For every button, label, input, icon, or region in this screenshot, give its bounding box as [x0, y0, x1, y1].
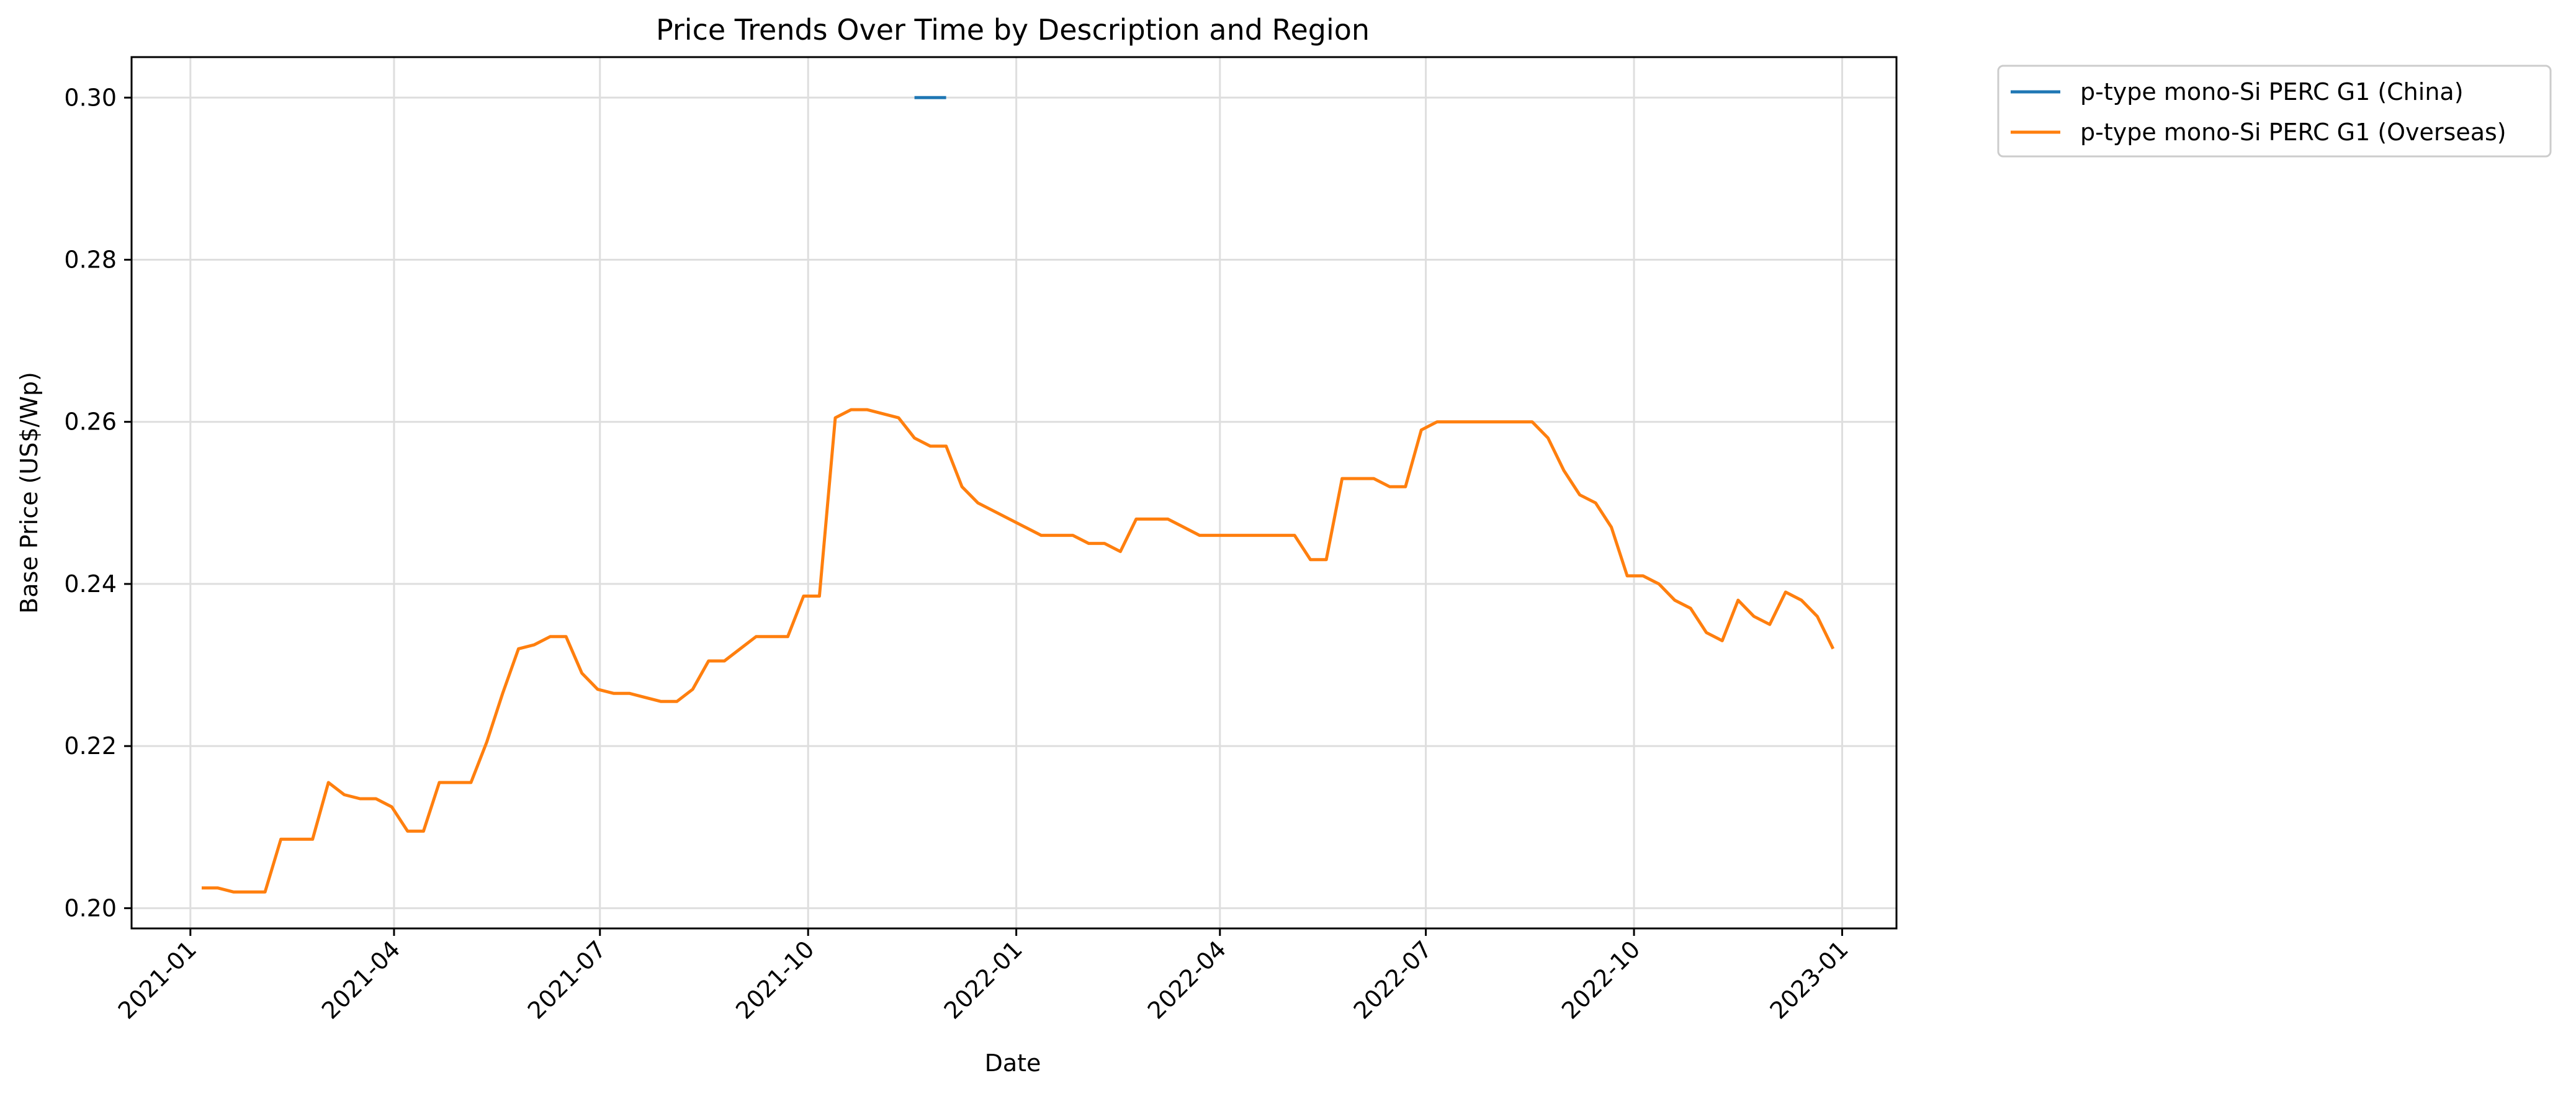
chart-legend: p-type mono-Si PERC G1 (China) p-type mo… [1997, 65, 2552, 158]
x-axis-label: Date [985, 1049, 1041, 1077]
series-lines [202, 96, 1835, 894]
y-tick-label: 0.28 [64, 246, 117, 274]
y-tick-label: 0.26 [64, 408, 117, 436]
legend-label-china: p-type mono-Si PERC G1 (China) [2080, 78, 2464, 106]
plot-area-frame [130, 56, 1898, 930]
y-tick-label: 0.24 [64, 570, 117, 598]
grid-lines [132, 57, 1896, 928]
y-tick-label: 0.30 [64, 84, 117, 111]
y-tick-label: 0.20 [64, 894, 117, 922]
legend-frame [1997, 65, 2552, 158]
y-axis-label: Base Price (US$/Wp) [16, 372, 43, 614]
legend-label-overseas: p-type mono-Si PERC G1 (Overseas) [2080, 119, 2506, 146]
y-tick-label: 0.22 [64, 732, 117, 760]
series-line-overseas [202, 408, 1835, 894]
chart-title: Price Trends Over Time by Description an… [656, 13, 1370, 47]
